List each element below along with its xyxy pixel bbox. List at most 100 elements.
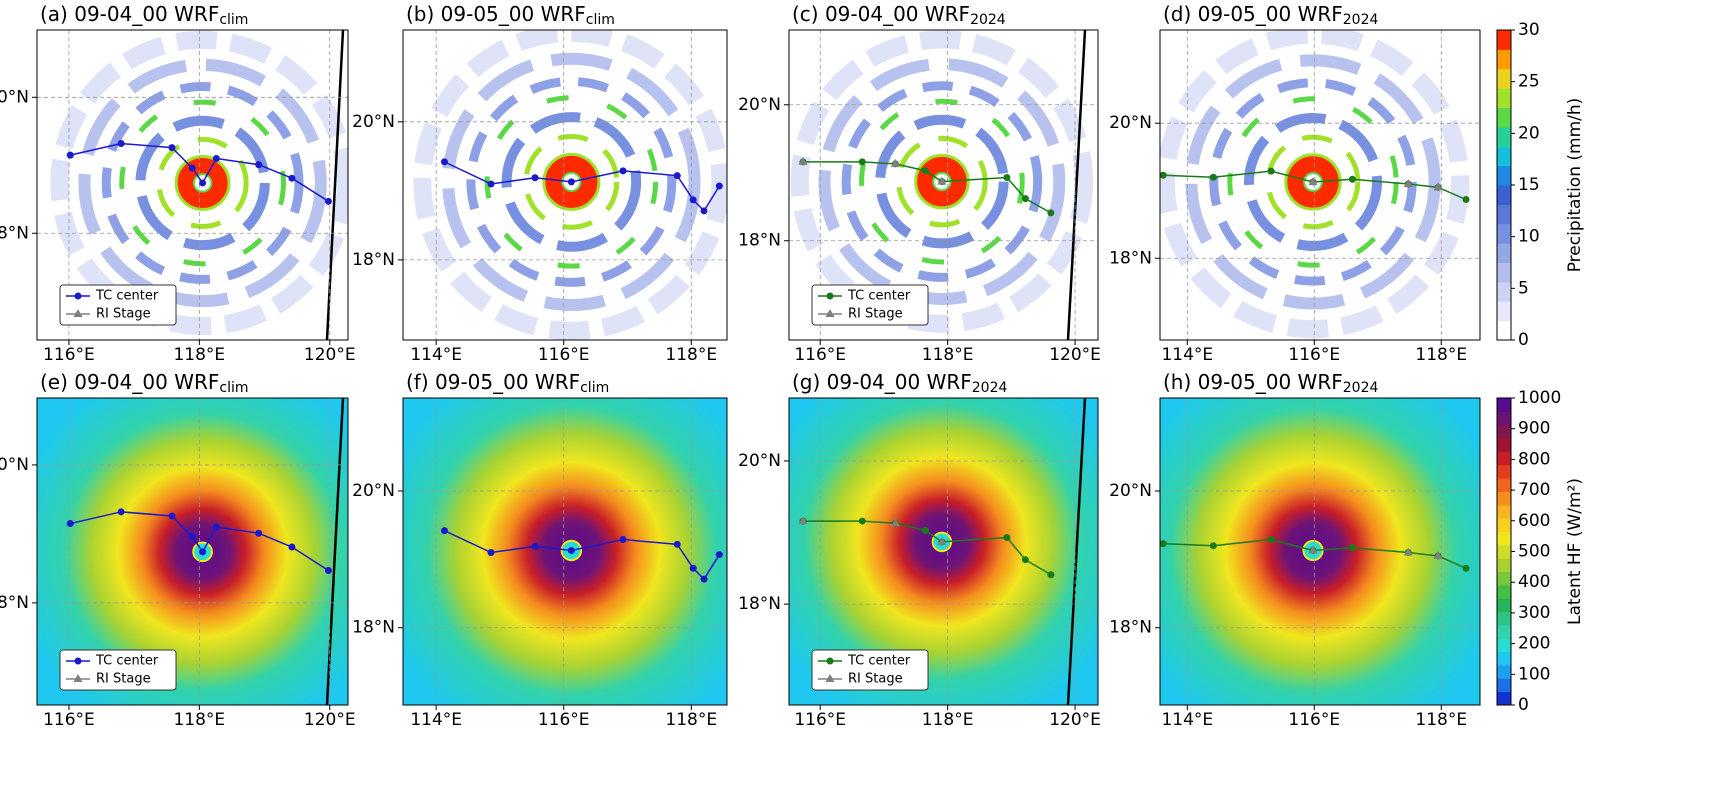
rainband [859,98,1025,265]
title-subscript: clim [219,380,248,396]
rainband [413,30,727,340]
tc-center [1348,175,1356,183]
domain-boundary [1066,398,1087,705]
legend-label: RI Stage [848,307,903,322]
ri-stage [1403,178,1413,187]
panel-frame [788,29,1099,341]
panel-title: (h) 09-05_00 WRF2024 [1163,370,1378,397]
tc-center [1160,171,1167,179]
legend-marker [826,657,834,665]
x-tick-label: 118°E [173,710,225,730]
colorbar-bin [1497,664,1511,679]
tc-center [212,523,220,531]
x-tick-label: 118°E [922,710,974,730]
ri-stage [890,158,900,167]
title-subscript: clim [580,380,609,396]
colorbar-bin [1497,262,1511,283]
x-tick-label: 120°E [1049,710,1101,730]
y-tick-label: 20°N [352,112,395,132]
tc-center [715,182,723,190]
tc-center [255,529,263,537]
tc-center [1462,196,1470,204]
y-tick-label: 20°N [0,455,29,475]
colorbar-tick-label: 20 [1518,123,1540,143]
tc-center [673,172,681,180]
colorbar-bin [1497,223,1511,244]
title-text: (g) 09-04_00 WRF [792,370,972,394]
ri-stage [1433,182,1443,191]
legend-box [59,284,177,326]
tc-center [1462,564,1470,572]
x-tick-label: 116°E [1288,710,1340,730]
tc-center [1021,195,1029,203]
track-line [803,520,1052,576]
title-subscript: 2024 [970,12,1006,28]
ri-stage [1308,176,1318,185]
colorbar-bin [1497,544,1511,559]
ri-stage [1403,547,1413,556]
colorbar-bin [1497,424,1511,439]
tc-center [715,551,723,559]
x-tick-label: 114°E [1161,345,1213,365]
rainband [50,30,348,335]
colorbar-bin [1497,638,1511,653]
panel-title: (d) 09-05_00 WRF2024 [1163,2,1378,29]
colorbar-bin [1497,185,1511,205]
y-tick-label: 20°N [1109,481,1152,501]
map-panel [403,398,727,705]
tc-center [440,158,448,166]
y-tick-label: 20°N [1109,113,1152,133]
y-tick-label: 18°N [352,250,395,270]
x-tick-label: 116°E [794,710,846,730]
colorbar-bin [1497,107,1511,128]
legend-box [811,649,929,691]
colorbar-tick-label: 300 [1518,603,1550,623]
colorbar-bin [1497,30,1511,50]
tc-center [168,512,176,520]
tc-center [921,526,929,534]
panel-title: (b) 09-05_00 WRFclim [406,2,615,29]
colorbar-bin [1497,301,1511,322]
colorbar-tick-label: 100 [1518,664,1550,684]
tc-center [188,164,196,172]
tc-center [288,543,296,551]
tc-center [117,140,125,148]
ri-stage [937,176,947,185]
colorbar-bin [1497,504,1511,519]
tc-center [66,520,74,528]
tc-center [1267,536,1275,544]
panel-frame [36,29,349,341]
legend-marker [825,674,835,682]
colorbar-bin [1497,651,1511,666]
y-tick-label: 20°N [738,95,781,115]
y-tick-label: 18°N [0,223,29,243]
tc-center [324,566,332,574]
y-tick-label: 18°N [738,594,781,614]
title-text: (e) 09-04_00 WRF [40,370,219,394]
ri-stage [798,156,808,165]
tc-center [689,196,697,204]
title-subscript: clim [586,12,615,28]
rainband [1265,134,1361,230]
x-tick-label: 114°E [410,710,462,730]
tc-center [700,575,708,583]
colorbar-tick-label: 5 [1518,278,1529,298]
tc-center [199,548,207,556]
panel-frame [402,29,728,341]
x-tick-label: 118°E [1415,710,1467,730]
map-panel [403,30,727,340]
colorbar-bin [1497,611,1511,626]
legend-label: RI Stage [848,672,903,687]
rainband [119,99,286,267]
colorbar-tick-label: 25 [1518,72,1540,92]
x-tick-label: 116°E [1288,345,1340,365]
colorbar-bin [1497,438,1511,452]
tc-center [531,174,539,182]
tc-center [1003,534,1011,542]
title-subscript: 2024 [972,380,1008,396]
rainband [1185,54,1441,310]
colorbar-tick-label: 15 [1518,175,1540,195]
rainband [790,30,1094,333]
map-panel [1160,30,1480,340]
